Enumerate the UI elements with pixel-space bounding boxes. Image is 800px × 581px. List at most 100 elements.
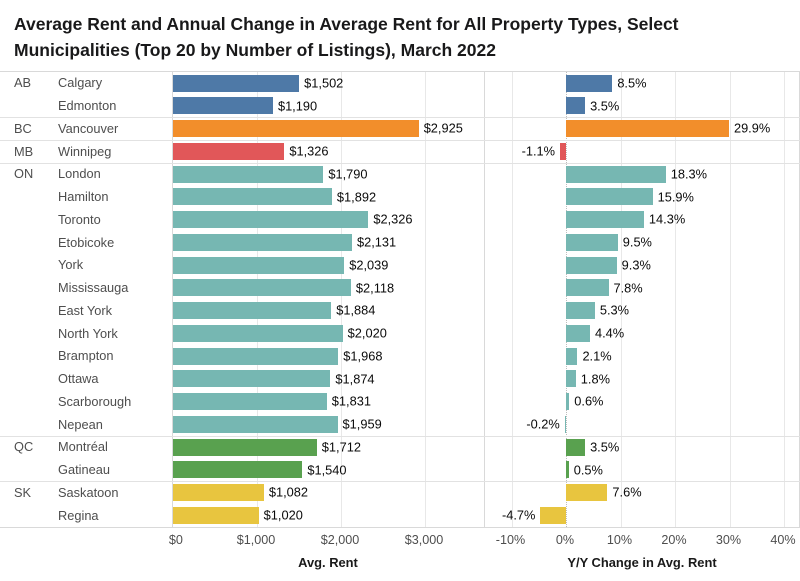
rent-gridline: [257, 71, 258, 527]
rent-bar[interactable]: [173, 506, 259, 524]
axis-title-row: Avg. Rent Y/Y Change in Avg. Rent: [0, 552, 800, 578]
change-bar[interactable]: [564, 415, 566, 433]
change-bar[interactable]: [566, 233, 618, 251]
province-label: [14, 345, 58, 368]
rent-bar[interactable]: [173, 279, 351, 297]
change-axis-title: Y/Y Change in Avg. Rent: [567, 554, 717, 570]
axis-spacer: [0, 552, 172, 578]
change-bar-row: 14.3%: [485, 208, 799, 231]
rent-bar[interactable]: [173, 393, 327, 410]
change-bar[interactable]: [566, 302, 595, 319]
province-label: [14, 390, 58, 413]
change-gridline: [729, 71, 731, 527]
group-separator: [0, 139, 800, 141]
change-bar[interactable]: [566, 74, 613, 92]
change-axis-tick: 20%: [661, 532, 687, 547]
rent-bar[interactable]: [173, 188, 332, 206]
rent-bar[interactable]: [173, 165, 324, 183]
rent-axis-tick: $1,000: [236, 532, 276, 547]
change-value-label: 5.3%: [599, 302, 630, 318]
axis-tick-row: $0 $1,000 $2,000 $3,000 -10% 0% 10% 20% 30% 40%: [0, 528, 800, 552]
rent-value-label: $2,020: [347, 325, 387, 341]
change-bar-row: -4.7%: [485, 504, 799, 527]
change-value-label: 7.6%: [612, 484, 642, 500]
change-bar-row: 0.6%: [485, 390, 799, 413]
rent-value-label: $1,892: [336, 189, 377, 205]
rent-bar[interactable]: [173, 233, 352, 251]
change-gridline: [675, 71, 676, 527]
change-value-label: 9.3%: [621, 257, 651, 273]
rent-bar[interactable]: [173, 347, 339, 365]
rent-bar[interactable]: [173, 211, 369, 228]
rent-bar[interactable]: [173, 97, 273, 115]
change-bar[interactable]: [566, 188, 653, 206]
change-bar[interactable]: [566, 97, 586, 115]
change-gridline: [511, 71, 513, 527]
rent-bar-row: $2,925: [173, 117, 484, 140]
municipality-label: Mississauga: [58, 280, 129, 296]
change-bar[interactable]: [566, 120, 729, 137]
rent-bar[interactable]: [173, 142, 285, 160]
province-label: [14, 367, 58, 390]
change-bar[interactable]: [566, 256, 617, 274]
change-bar-row: -1.1%: [485, 140, 799, 163]
rent-bar-row: $1,082: [173, 481, 484, 504]
change-bar[interactable]: [566, 438, 586, 456]
municipality-label: Toronto: [58, 211, 101, 227]
change-bar[interactable]: [566, 324, 590, 342]
rent-bar[interactable]: [173, 484, 264, 501]
province-label: [14, 254, 58, 277]
province-label: [14, 458, 58, 481]
change-axis-tick: -10%: [495, 532, 526, 547]
change-bar[interactable]: [566, 370, 576, 388]
change-axis-tick: 10%: [606, 532, 633, 547]
group-separator: [0, 481, 800, 482]
rent-bar-row: $1,326: [173, 140, 484, 163]
rent-bar[interactable]: [173, 302, 332, 319]
rent-value-label: $1,968: [343, 348, 383, 364]
change-value-label: 9.5%: [622, 234, 652, 250]
change-zero-line: [566, 71, 567, 527]
rent-bar-row: $2,326: [173, 208, 484, 231]
rent-bar[interactable]: [173, 461, 303, 479]
change-bar[interactable]: [566, 461, 569, 479]
rent-bar[interactable]: [173, 324, 343, 342]
rent-value-label: $1,540: [307, 462, 347, 478]
municipality-label: East York: [58, 302, 113, 318]
municipality-label: York: [58, 257, 84, 273]
province-label: ON: [14, 166, 34, 182]
rent-bar[interactable]: [173, 120, 419, 137]
change-value-label: -1.1%: [521, 143, 555, 159]
province-label: [14, 299, 58, 322]
change-bar[interactable]: [560, 142, 566, 160]
rent-value-label: $1,502: [304, 75, 344, 91]
change-bar[interactable]: [540, 506, 566, 524]
change-bar[interactable]: [566, 347, 578, 365]
change-bar-row: 8.5%: [485, 72, 799, 95]
change-bar[interactable]: [566, 484, 608, 501]
change-bar[interactable]: [566, 393, 570, 410]
municipality-label: Regina: [58, 507, 99, 523]
municipality-label: Montréal: [58, 439, 108, 455]
rent-bar[interactable]: [173, 74, 300, 92]
rent-bar-row: $1,874: [173, 367, 484, 390]
rent-bar-row: $2,039: [173, 254, 484, 277]
rent-bar[interactable]: [173, 256, 345, 274]
rent-bar[interactable]: [173, 370, 331, 388]
change-bar[interactable]: [566, 165, 666, 183]
municipality-label: Gatineau: [58, 462, 110, 478]
municipality-label: Vancouver: [58, 120, 119, 136]
rent-value-label: $1,020: [263, 507, 303, 523]
change-bar[interactable]: [566, 211, 644, 228]
province-label: AB: [14, 75, 32, 91]
rent-axis-ticks: $0 $1,000 $2,000 $3,000: [169, 528, 484, 552]
rent-bar[interactable]: [173, 415, 338, 433]
change-axis-tick: 0%: [555, 532, 575, 547]
rent-axis-tick: $3,000: [404, 532, 444, 547]
rent-bar[interactable]: [173, 438, 317, 456]
group-separator: [0, 117, 800, 118]
rent-bar-row: $1,190: [173, 94, 484, 117]
change-bar[interactable]: [566, 279, 609, 297]
municipality-column: Calgary Edmonton Vancouver Winnipeg London Ha…: [58, 72, 172, 527]
change-value-label: 18.3%: [670, 166, 708, 182]
